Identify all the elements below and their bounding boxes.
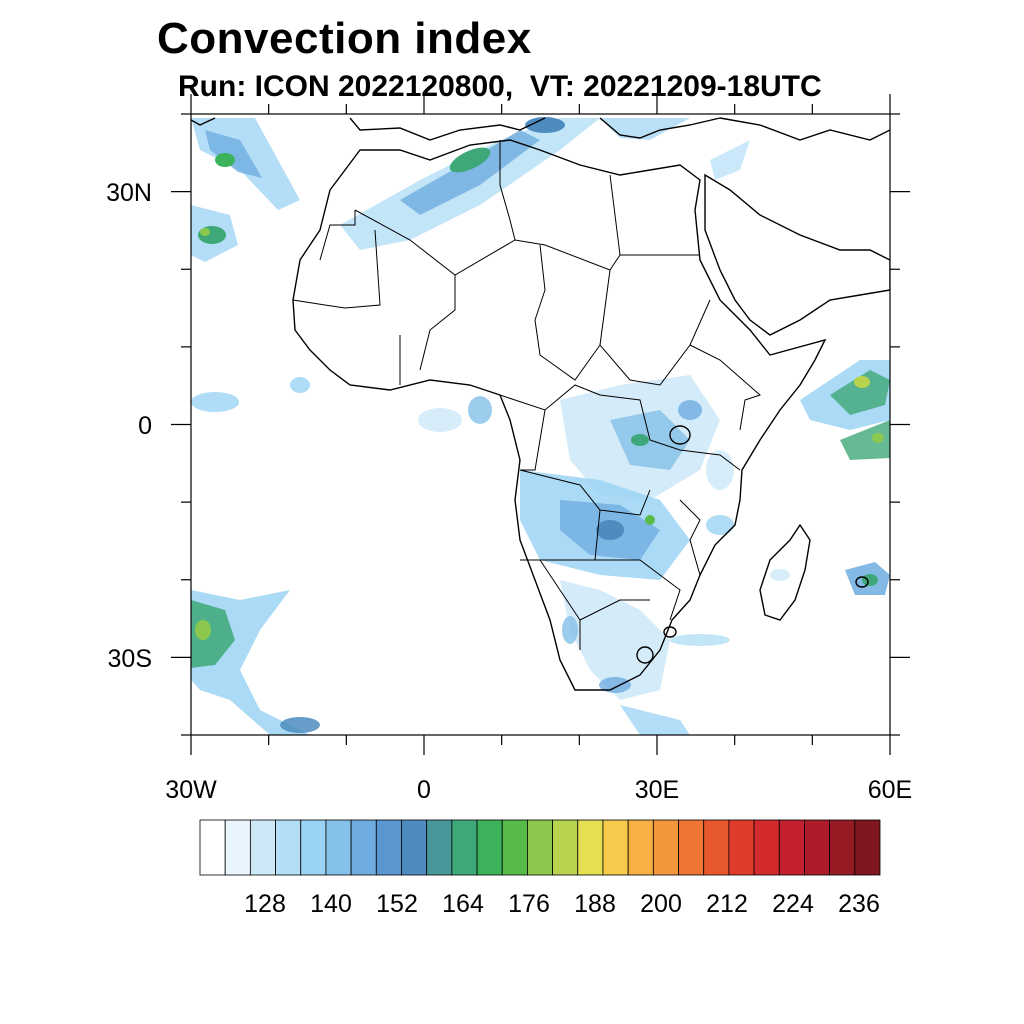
colorbar-label: 224 <box>772 890 814 918</box>
colorbar-swatch <box>577 819 604 876</box>
colorbar-label: 176 <box>508 890 550 918</box>
y-tick-label-0: 0 <box>138 412 152 440</box>
colorbar-swatch <box>426 819 453 876</box>
colorbar-swatch <box>728 819 755 876</box>
colorbar-swatch <box>325 819 352 876</box>
colorbar-swatch <box>451 819 478 876</box>
country-borders <box>292 140 761 650</box>
colorbar-swatch <box>552 819 579 876</box>
colorbar-swatch <box>652 819 679 876</box>
convection-field <box>191 117 890 735</box>
x-tick-label-0: 0 <box>417 776 431 804</box>
colorbar-swatch <box>778 819 805 876</box>
colorbar-label: 152 <box>376 890 418 918</box>
colorbar-swatch <box>703 819 730 876</box>
x-tick-label-30e: 30E <box>635 776 679 804</box>
colorbar-swatch <box>275 819 302 876</box>
colorbar-swatch <box>829 819 856 876</box>
colorbar-swatch <box>501 819 528 876</box>
colorbar-label: 200 <box>640 890 682 918</box>
colorbar-swatch <box>602 819 629 876</box>
colorbar-swatch <box>804 819 831 876</box>
colorbar-swatch <box>678 819 705 876</box>
colorbar-swatch <box>375 819 402 876</box>
colorbar-swatch <box>527 819 553 876</box>
colorbar-swatch <box>249 819 276 876</box>
coastlines <box>191 117 890 691</box>
x-tick-label-30w: 30W <box>165 776 217 804</box>
colorbar-label: 188 <box>574 890 616 918</box>
y-axis-labels: 30N 0 30S <box>106 179 152 673</box>
colorbar-label: 128 <box>244 890 286 918</box>
colorbar-label: 236 <box>838 890 880 918</box>
x-tick-label-60e: 60E <box>868 776 912 804</box>
y-tick-label-30n: 30N <box>106 179 152 207</box>
colorbar-swatch <box>401 819 428 876</box>
axis-ticks <box>171 94 910 755</box>
colorbar-swatch <box>300 819 327 876</box>
x-axis-labels: 30W 0 30E 60E <box>165 776 912 804</box>
map-title: Convection index <box>157 14 532 63</box>
colorbar-swatch <box>627 819 654 876</box>
colorbar-swatch <box>753 819 780 876</box>
colorbar-swatch <box>350 819 377 876</box>
colorbar-swatch <box>476 819 503 876</box>
colorbar-label: 164 <box>442 890 484 918</box>
map-plot-area <box>191 114 890 735</box>
y-tick-label-30s: 30S <box>108 645 152 673</box>
colorbar-labels: 128 140 152 164 176 188 200 212 224 236 <box>244 890 880 918</box>
map-subtitle: Run: ICON 2022120800, VT: 20221209-18UTC <box>178 70 822 103</box>
colorbar <box>199 819 881 876</box>
colorbar-swatch <box>854 819 881 876</box>
colorbar-label: 140 <box>310 890 352 918</box>
colorbar-swatch <box>224 819 251 876</box>
colorbar-label: 212 <box>706 890 748 918</box>
colorbar-swatch <box>199 819 226 876</box>
